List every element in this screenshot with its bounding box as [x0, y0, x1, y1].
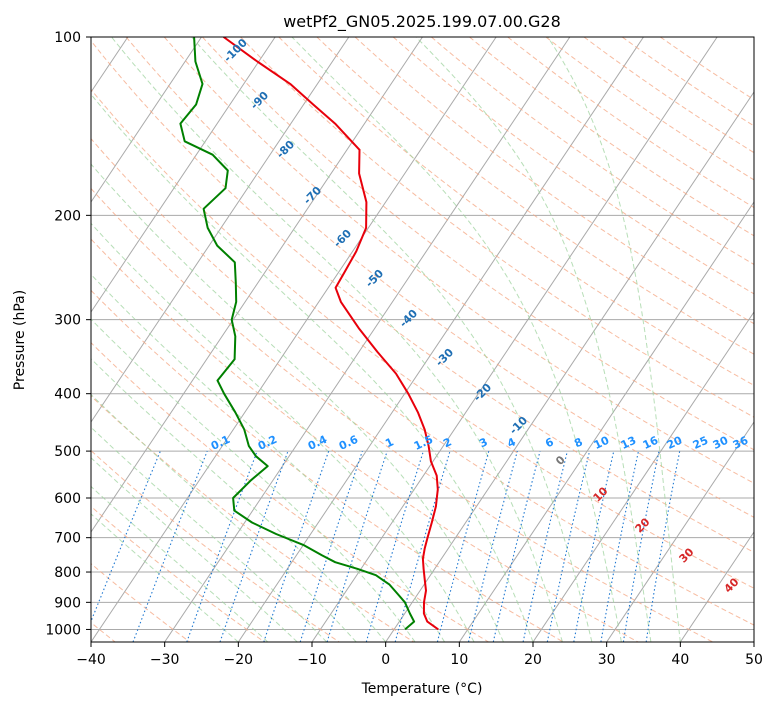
y-tick-label: 900 — [54, 595, 81, 611]
moist-adiabat-line — [191, 37, 593, 642]
moist-adiabat-line — [91, 426, 328, 642]
isotherm-line — [532, 311, 754, 642]
y-tick-label: 300 — [54, 313, 81, 329]
moist-adiabat-line — [91, 393, 357, 642]
isotherm-line — [91, 37, 350, 423]
mixing-ratio-label: 16 — [641, 434, 661, 452]
mixing-ratio-line — [492, 450, 541, 642]
mixing-ratio-line — [186, 450, 258, 642]
y-tick-label: 800 — [54, 565, 81, 581]
dry-adiabat-line — [431, 37, 754, 266]
mixing-ratio-line — [546, 450, 591, 642]
moist-adiabat-line — [547, 37, 681, 642]
mixing-ratio-line — [263, 450, 330, 642]
plot-frame — [90, 36, 755, 643]
x-axis: −40 −30 −20 −10 0 10 20 30 40 50 — [76, 642, 763, 668]
dry-adiabat-line — [583, 37, 754, 154]
mixing-ratio-label: 30 — [711, 434, 731, 452]
mixing-ratio-line — [522, 450, 568, 642]
isotherm-line — [385, 91, 754, 642]
dry-adiabat-line — [125, 37, 754, 518]
dry-adiabat-line — [91, 449, 340, 642]
dry-adiabat-line — [507, 37, 754, 209]
y-tick-label: 100 — [54, 30, 81, 46]
moist-adiabat-line — [111, 37, 563, 642]
x-tick-label: −40 — [76, 652, 106, 668]
moist-adiabat-line — [291, 37, 622, 642]
moist-adiabat-line — [91, 163, 504, 642]
x-tick-label: 20 — [524, 652, 542, 668]
dry-adiabat-line — [163, 37, 754, 484]
dry-adiabat-line — [91, 505, 265, 642]
mixing-ratio-line — [600, 450, 640, 642]
isotherm-line — [679, 531, 754, 642]
mixing-ratio-line — [299, 450, 363, 642]
mixing-ratio-line — [326, 450, 388, 642]
isotherm-line — [91, 37, 202, 203]
x-tick-label: 10 — [450, 652, 468, 668]
mixing-ratio-line — [394, 450, 451, 642]
y-tick-label: 700 — [54, 531, 81, 547]
dewpoint-profile-line — [179, 37, 416, 631]
mixing-ratio-label: 13 — [619, 434, 638, 452]
dry-adiabat-line — [202, 37, 754, 451]
x-tick-label: 0 — [381, 652, 390, 668]
mixing-ratio-line — [219, 450, 289, 642]
x-tick-label: 30 — [598, 652, 616, 668]
dry-adiabat-line — [354, 37, 754, 325]
mixing-ratio-line — [436, 450, 490, 642]
x-tick-label: −10 — [297, 652, 327, 668]
x-axis-title: Temperature (°C) — [361, 681, 483, 697]
dry-adiabat-line — [91, 137, 754, 626]
dry-adiabat-line — [316, 37, 754, 355]
dry-adiabat-line — [91, 342, 489, 642]
mixing-ratio-line — [573, 450, 615, 642]
isotherm-line — [91, 37, 497, 642]
mixing-ratio-label: 25 — [691, 434, 710, 452]
moist-adiabat-line — [91, 273, 446, 642]
y-axis-title: Pressure (hPa) — [12, 290, 28, 390]
isotherm-line — [237, 37, 644, 642]
mixing-ratio-line — [645, 450, 681, 642]
mixing-ratio-label: 20 — [665, 434, 685, 452]
x-tick-label: −30 — [150, 652, 180, 668]
dry-adiabat-line — [91, 39, 754, 553]
chart-title: wetPf2_GN05.2025.199.07.00.G28 — [283, 12, 561, 32]
mixing-ratio-label: 10 — [592, 434, 612, 452]
dry-adiabat-line — [91, 187, 713, 642]
mixing-ratio-line — [365, 450, 424, 642]
isotherm-line — [91, 37, 276, 313]
x-tick-label: 50 — [745, 652, 763, 668]
series-lines — [179, 37, 439, 631]
dry-adiabat-line — [91, 88, 754, 589]
y-axis: 1000 900 800 700 600 500 400 300 200 100 — [45, 30, 91, 638]
moist-adiabat-line — [91, 485, 269, 642]
y-tick-label: 500 — [54, 444, 81, 460]
moist-adiabat-line — [91, 358, 387, 642]
dry-adiabat-line — [278, 37, 754, 386]
moist-adiabat-line — [415, 37, 652, 642]
isotherm-line — [91, 37, 423, 533]
isotherm-line — [606, 421, 754, 642]
mixing-ratio-line — [467, 450, 518, 642]
moist-adiabat-line — [91, 513, 239, 642]
mixing-ratio-line — [622, 450, 660, 642]
y-tick-label: 200 — [54, 208, 81, 224]
dry-adiabat-line — [91, 238, 639, 642]
y-tick-label: 400 — [54, 387, 81, 403]
dry-adiabat-line — [240, 37, 754, 418]
mixing-ratio-label: 36 — [731, 434, 751, 452]
moist-adiabat-line — [91, 318, 416, 642]
x-tick-label: 40 — [671, 652, 689, 668]
x-tick-label: −20 — [224, 652, 254, 668]
y-tick-label: 600 — [54, 491, 81, 507]
temperature-profile-line — [223, 37, 439, 631]
isotherm-line — [458, 201, 754, 642]
y-tick-label: 1000 — [45, 622, 81, 638]
